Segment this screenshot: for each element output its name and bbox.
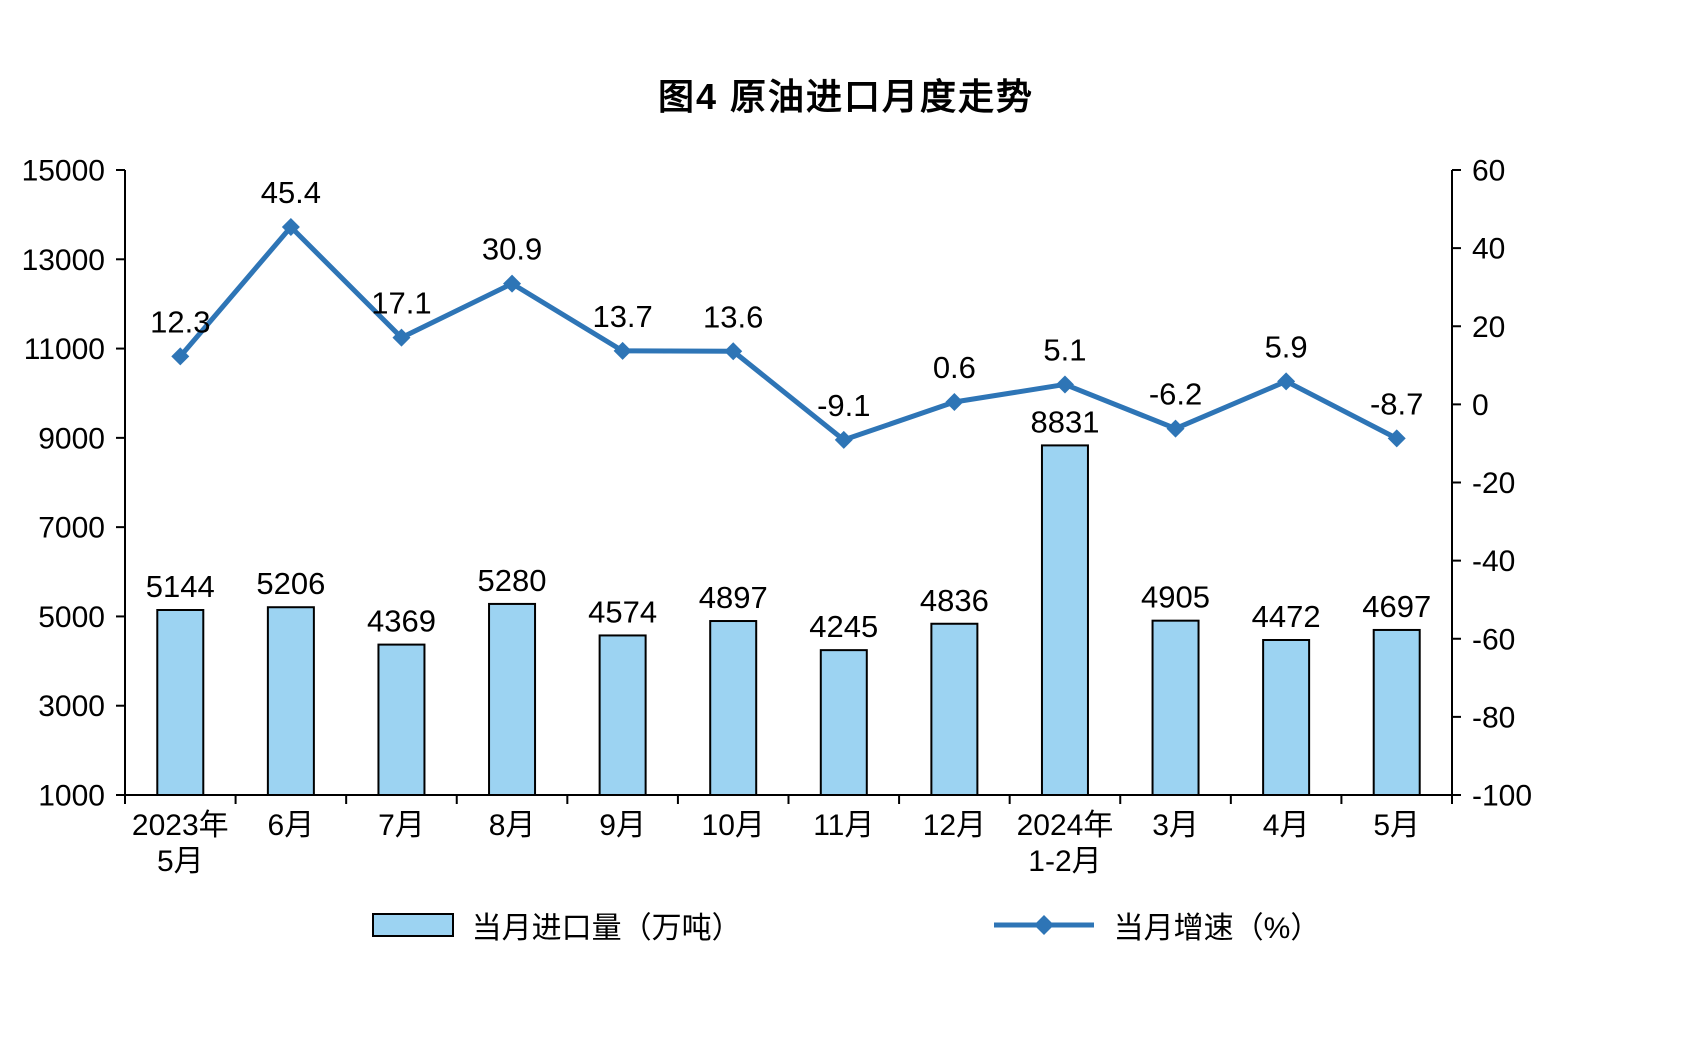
- bar-value-label: 4245: [809, 609, 878, 644]
- diamond-marker: [1055, 375, 1074, 394]
- bar: [266, 606, 315, 796]
- right-axis-tick-label: 0: [1472, 389, 1489, 422]
- x-axis-category-label: 6月: [268, 809, 315, 842]
- line-value-label: -8.7: [1370, 386, 1423, 421]
- left-axis-tick-label: 3000: [38, 690, 105, 723]
- diamond-marker: [392, 328, 411, 347]
- x-axis-category-label: 2024年: [1017, 809, 1114, 842]
- x-axis-category-label: 11月: [813, 809, 874, 842]
- legend-item-bar: 当月进口量（万吨）: [371, 903, 742, 947]
- legend-item-line: 当月增速（%）: [992, 903, 1321, 947]
- line-value-label: 30.9: [482, 232, 542, 267]
- growth-line: [178, 224, 1398, 443]
- x-axis-category-label: 4月: [1263, 809, 1310, 842]
- chart-title: 图4 原油进口月度走势: [657, 76, 1035, 117]
- diamond-marker: [1277, 372, 1296, 391]
- diamond-marker: [281, 218, 300, 237]
- chart-canvas: 15000 13000 11000 9000 7000 5000 3000 1000 60 40 2…: [22, 155, 1532, 879]
- x-axis-category-label: 12月: [923, 809, 986, 842]
- x-axis-category-label: 9月: [599, 809, 646, 842]
- bar-value-label: 4905: [1141, 580, 1210, 615]
- bar: [1262, 639, 1311, 796]
- bar: [930, 622, 979, 796]
- left-axis-tick-label: 7000: [38, 512, 105, 545]
- left-axis-tick-label: 1000: [38, 780, 105, 813]
- bar-swatch-icon: [371, 913, 454, 937]
- diamond-marker: [613, 341, 632, 360]
- diamond-marker: [945, 393, 964, 412]
- bar: [488, 602, 537, 796]
- right-axis-tick-label: -100: [1472, 780, 1532, 813]
- left-axis-tick-label: 11000: [24, 333, 105, 366]
- x-axis-category-label: 10月: [702, 809, 765, 842]
- x-axis-category-label: 3月: [1152, 809, 1199, 842]
- line-value-label: -6.2: [1149, 377, 1202, 412]
- bar: [819, 649, 868, 796]
- diamond-marker: [503, 274, 522, 293]
- bar: [1151, 619, 1200, 796]
- line-value-label: 13.7: [592, 299, 652, 334]
- line-value-label: 13.6: [703, 299, 763, 334]
- x-axis-category-label: 8月: [489, 809, 536, 842]
- bar: [598, 634, 647, 797]
- left-axis-tick-label: 9000: [38, 422, 105, 455]
- line-value-label: 0.6: [933, 350, 976, 385]
- bar-value-label: 8831: [1030, 404, 1099, 439]
- legend-label-bar: 当月进口量（万吨）: [471, 912, 742, 945]
- bar-value-label: 5206: [256, 566, 325, 601]
- diamond-marker: [1387, 429, 1406, 448]
- line-value-label: 5.1: [1043, 332, 1086, 367]
- x-axis-category-label: 2023年: [132, 809, 229, 842]
- bar-value-label: 4697: [1362, 589, 1431, 624]
- bar: [1372, 628, 1421, 796]
- bar-value-label: 4574: [588, 594, 657, 629]
- legend-label-line: 当月增速（%）: [1113, 912, 1321, 945]
- left-axis-tick-label: 5000: [38, 601, 105, 634]
- left-axis-tick-label: 15000: [22, 155, 105, 188]
- right-axis-tick-label: -40: [1472, 545, 1515, 578]
- right-axis-tick-label: -20: [1472, 467, 1515, 500]
- line-swatch-icon: [993, 915, 1094, 935]
- line-value-label: -9.1: [817, 388, 870, 423]
- bar-value-label: 5144: [146, 569, 215, 604]
- bar-value-label: 4472: [1252, 599, 1321, 634]
- right-axis-tick-label: -80: [1472, 701, 1515, 734]
- x-axis-category-label: 5月: [157, 845, 204, 878]
- right-axis-tick-label: 20: [1472, 311, 1505, 344]
- diamond-marker: [834, 430, 853, 449]
- line-value-label: 5.9: [1265, 329, 1308, 364]
- right-axis-tick-label: -60: [1472, 623, 1515, 656]
- bar-value-label: 4836: [920, 583, 989, 618]
- bar-value-label: 5280: [478, 563, 547, 598]
- bar-value-label: 4369: [367, 604, 436, 639]
- right-axis-tick-label: 40: [1472, 233, 1505, 266]
- line-value-label: 17.1: [371, 286, 431, 321]
- diamond-marker: [1166, 419, 1185, 438]
- x-axis-category-label: 7月: [378, 809, 425, 842]
- x-axis-category-label: 1-2月: [1028, 845, 1101, 878]
- bar-value-label: 4897: [699, 580, 768, 615]
- line-value-label: 45.4: [261, 175, 321, 210]
- bar: [1040, 444, 1089, 796]
- legend: 当月进口量（万吨） 当月增速（%）: [0, 903, 1692, 947]
- right-axis-tick-label: 60: [1472, 155, 1505, 188]
- bar: [709, 620, 758, 797]
- bar: [156, 609, 205, 796]
- bar: [377, 643, 426, 796]
- x-axis-category-label: 5月: [1373, 809, 1420, 842]
- line-value-label: 12.3: [150, 304, 210, 339]
- diamond-marker: [171, 347, 190, 366]
- diamond-marker: [724, 342, 743, 361]
- left-axis-tick-label: 13000: [22, 244, 105, 277]
